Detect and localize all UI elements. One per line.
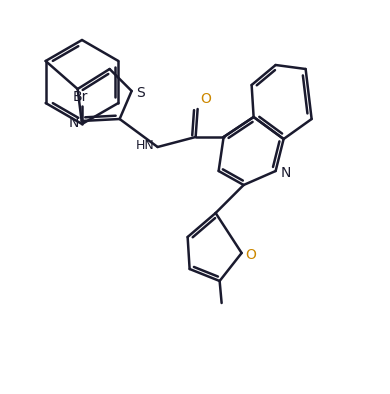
Text: S: S	[136, 86, 144, 100]
Text: O: O	[200, 92, 211, 106]
Text: O: O	[246, 248, 257, 262]
Text: Br: Br	[72, 90, 88, 104]
Text: N: N	[281, 166, 291, 180]
Text: HN: HN	[136, 139, 154, 152]
Text: N: N	[68, 116, 79, 130]
